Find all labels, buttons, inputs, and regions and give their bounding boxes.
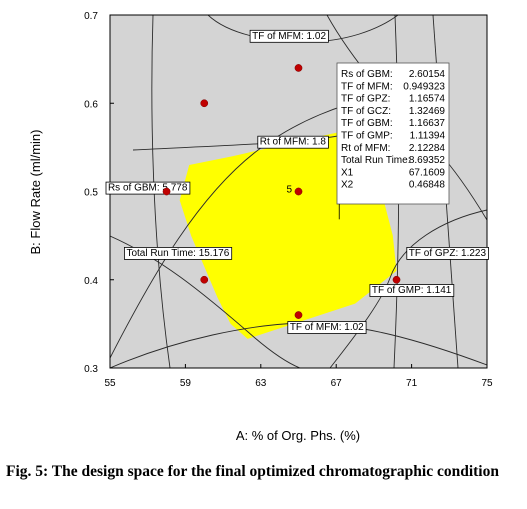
info-box-key: TF of GPZ: <box>341 94 390 105</box>
design-point <box>294 311 303 319</box>
contour-label-box <box>124 246 233 260</box>
x-tick-label: 59 <box>180 378 192 389</box>
contour-label-box <box>257 135 329 149</box>
contour-label-text: TF of GMP: 1.141 <box>372 285 452 296</box>
contour-label: TF of MFM: 1.02 <box>249 29 329 43</box>
design-points <box>162 64 401 319</box>
info-box-key: TF of GCZ: <box>341 106 391 117</box>
contour-label: TF of MFM: 1.02 <box>287 321 367 334</box>
contour-label-text: Rt of MFM: 1.8 <box>260 137 327 148</box>
design-point <box>294 64 303 72</box>
contour-label-text: TF of MFM: 1.02 <box>290 322 364 333</box>
design-point <box>162 187 171 196</box>
contour-line-tf-gpz <box>329 209 487 368</box>
contour-line-left-diagonal <box>110 97 373 359</box>
info-box-value: 1.16574 <box>409 94 446 105</box>
info-box-value: 67.1609 <box>409 167 446 178</box>
contour-label: TF of GMP: 1.141 <box>369 284 455 297</box>
contour-label: Rt of MFM: 1.8 <box>257 135 329 149</box>
info-box-value: 0.949323 <box>403 81 445 92</box>
y-axis-title: B: Flow Rate (ml/min) <box>28 130 43 255</box>
info-box-value: 2.12284 <box>409 143 446 154</box>
figure-caption: Fig. 5: The design space for the final o… <box>6 463 499 480</box>
x-tick-label: 63 <box>255 378 267 389</box>
contour-label-text: Total Run Time: 15.176 <box>126 248 229 259</box>
info-box-key: X1 <box>341 167 354 178</box>
contour-label-box <box>369 284 455 297</box>
info-box-value: 0.46848 <box>409 180 446 191</box>
design-point <box>392 275 401 284</box>
y-axis: 0.3 0.4 0.5 0.6 0.7 <box>84 11 114 375</box>
info-box-key: Rt of MFM: <box>341 143 390 154</box>
x-tick-label: 75 <box>481 378 493 389</box>
info-box-key: Rs of GBM: <box>341 69 393 80</box>
x-axis: 55 59 63 67 71 75 <box>104 364 493 389</box>
design-space-chart: 55 59 63 67 71 75 0.3 0.4 0.5 0.6 0.7 TF of MFM: … <box>28 11 493 443</box>
info-box-key: X2 <box>341 180 354 191</box>
contour-label-box <box>406 246 489 260</box>
design-point <box>200 99 209 108</box>
y-tick-label: 0.4 <box>84 276 98 287</box>
x-tick-label: 67 <box>331 378 343 389</box>
contour-line-rs-gbm <box>151 15 171 368</box>
y-tick-label: 0.5 <box>84 188 98 199</box>
info-box-value: 8.69352 <box>409 155 446 166</box>
info-box-key: Total Run Time: <box>341 155 410 166</box>
prediction-info-box: Rs of GBM: 2.60154 TF of MFM: 0.949323 TF of… <box>336 62 450 220</box>
x-axis-title: A: % of Org. Phs. (%) <box>236 428 360 443</box>
design-point <box>200 275 209 284</box>
contour-label-text: Rs of GBM: 5.778 <box>108 183 188 194</box>
contour-label: Total Run Time: 15.176 <box>124 246 233 260</box>
y-tick-label: 0.6 <box>84 99 98 110</box>
info-box-value: 2.60154 <box>409 69 446 80</box>
x-tick-label: 71 <box>406 378 418 389</box>
y-tick-label: 0.3 <box>84 364 98 375</box>
info-box-value: 1.16637 <box>409 118 446 129</box>
contour-label-text: TF of MFM: 1.02 <box>252 31 326 42</box>
info-box-key: TF of GBM: <box>341 118 393 129</box>
contour-label-text: TF of GPZ: 1.223 <box>409 248 487 259</box>
info-box-panel <box>336 62 450 205</box>
contour-label-box <box>249 29 329 43</box>
center-point-replicate-count: 5 <box>287 185 293 196</box>
contour-label: TF of GPZ: 1.223 <box>406 246 489 260</box>
info-box-key: TF of GMP: <box>341 131 393 142</box>
info-box-value: 1.32469 <box>409 106 446 117</box>
info-box-key: TF of MFM: <box>341 81 393 92</box>
y-tick-label: 0.7 <box>84 11 98 22</box>
contour-label-box <box>287 321 367 334</box>
contour-label: Rs of GBM: 5.778 <box>105 181 191 195</box>
info-box-value: 1.11394 <box>410 131 446 142</box>
x-tick-label: 55 <box>104 378 116 389</box>
design-point <box>294 187 303 196</box>
